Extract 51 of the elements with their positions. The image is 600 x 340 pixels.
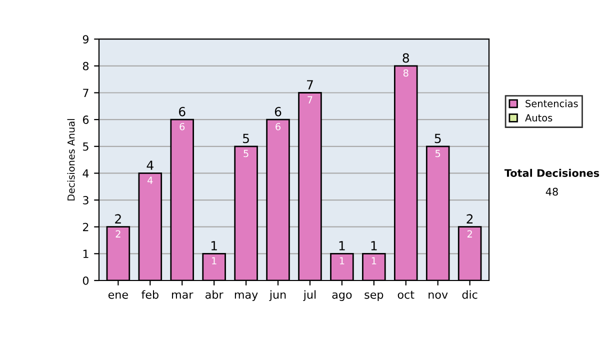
total-label: 6 (274, 106, 282, 116)
y-tick-label: 7 (83, 88, 88, 97)
data-label: 1 (372, 257, 376, 264)
y-tick-label: 1 (83, 250, 88, 258)
y-axis-title: Decisiones Anual (67, 119, 75, 200)
data-label: 6 (276, 122, 280, 130)
total-label: 7 (307, 80, 313, 90)
data-label: 1 (340, 257, 344, 264)
y-tick-label: 6 (82, 116, 89, 124)
x-tick-label: may (234, 292, 258, 301)
text: Total Decisiones (504, 168, 600, 177)
total-label: 5 (243, 134, 249, 144)
y-tick-label: 2 (83, 222, 88, 232)
x-tick-label: sep (364, 292, 384, 301)
x-tick-label: ene (108, 292, 128, 299)
data-label: 6 (180, 122, 185, 130)
text: 48 (546, 188, 558, 196)
total-label: 2 (115, 214, 121, 224)
data-label: 1 (212, 257, 216, 264)
x-tick-label: dic (462, 290, 478, 299)
y-tick-label: 3 (83, 196, 88, 204)
total-label: 1 (339, 241, 345, 250)
total-label: 1 (211, 241, 217, 250)
total-label: 2 (466, 214, 473, 224)
total-label: 1 (371, 241, 377, 250)
data-label: 2 (116, 230, 120, 238)
x-tick-label: nov (428, 292, 448, 299)
x-tick-label: jun (269, 290, 286, 301)
y-tick-label: 0 (82, 276, 89, 285)
x-tick-label: mar (172, 292, 194, 299)
legend-label: Autos (525, 114, 552, 122)
total-label: 4 (146, 160, 154, 170)
y-tick-label: 8 (82, 62, 89, 70)
total-label: 6 (179, 106, 186, 116)
y-tick-label: 5 (83, 142, 88, 151)
legend-label: Sentencias (526, 100, 578, 108)
x-tick-label: ago (332, 292, 352, 301)
total-label: 5 (434, 134, 441, 144)
data-label: 7 (308, 96, 312, 104)
total-label: 8 (402, 53, 410, 63)
x-tick-label: jul (303, 290, 316, 301)
data-label: 8 (403, 69, 408, 77)
x-tick-label: oct (398, 290, 414, 299)
y-tick-label: 9 (82, 35, 88, 44)
data-label: 2 (467, 230, 472, 238)
data-label: 5 (436, 150, 440, 158)
x-tick-label: feb (142, 290, 158, 299)
y-tick-label: 4 (82, 169, 89, 178)
x-tick-label: abr (206, 290, 224, 299)
data-label: 4 (148, 176, 153, 184)
data-label: 5 (244, 150, 248, 158)
